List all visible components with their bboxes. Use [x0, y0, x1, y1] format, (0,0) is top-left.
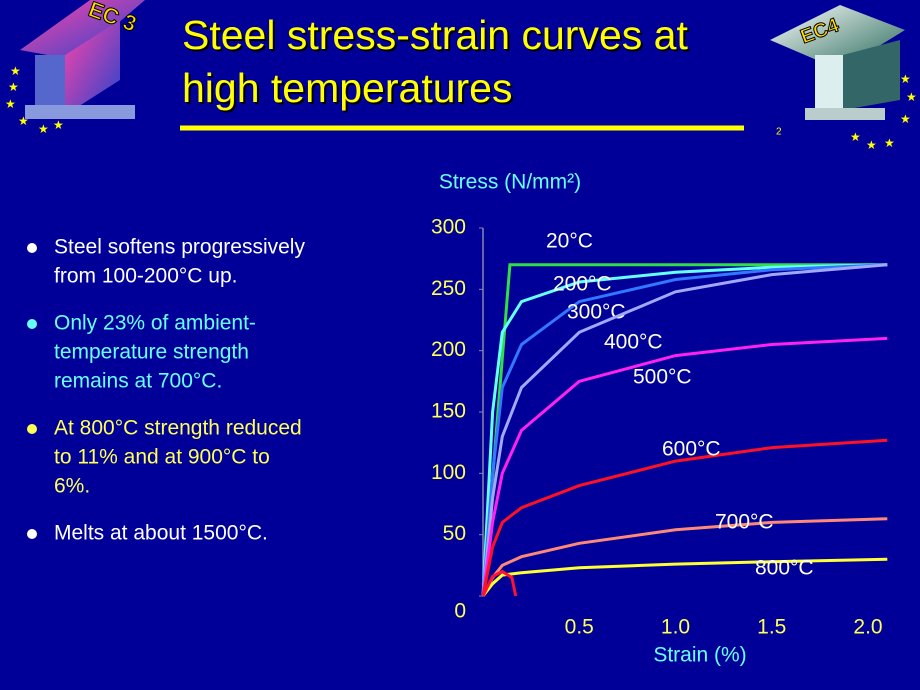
curve	[481, 263, 888, 597]
bullet-dot	[27, 529, 37, 539]
x-tick-label: 2.0	[853, 616, 882, 639]
curve	[481, 517, 888, 597]
svg-text:★: ★	[850, 130, 861, 144]
title-line: Steel stress-strain curves at	[182, 12, 688, 58]
curve	[481, 263, 888, 597]
logo-right: EC4 ★★ ★★★★ 2	[770, 5, 917, 152]
bullet-text: 6%.	[54, 475, 90, 498]
bullet-text: Melts at about 1500°C.	[54, 522, 268, 545]
curve-label: 400°C	[604, 331, 663, 354]
svg-text:★: ★	[5, 97, 16, 111]
bullet-text: At 800°C strength reduced	[54, 417, 302, 440]
curve-label: 800°C	[755, 557, 814, 580]
curve	[481, 263, 888, 597]
curve	[481, 336, 888, 597]
bullet-dot	[27, 319, 37, 329]
x-tick-label: 0.5	[565, 616, 594, 639]
y-axis-title: Stress (N/mm²)	[439, 171, 581, 194]
svg-text:★: ★	[38, 122, 49, 136]
y-tick-label: 50	[443, 522, 466, 545]
curve	[481, 263, 888, 597]
svg-text:★: ★	[900, 112, 911, 126]
y-tick-label: 300	[431, 216, 466, 239]
chart: Stress (N/mm²) Strain (%) 0 50 100 150 200 250 3…	[431, 171, 888, 667]
bullet-list: Steel softens progressively from 100-200°…	[27, 236, 305, 545]
curve	[481, 438, 888, 597]
y-tick-label: 150	[431, 400, 466, 423]
svg-text:★: ★	[900, 72, 911, 86]
bullet-dot	[27, 243, 37, 253]
bullet-text: to 11% and at 900°C to	[54, 446, 270, 469]
svg-text:★: ★	[10, 64, 21, 78]
bullet-text: Only 23% of ambient-	[54, 312, 256, 335]
logo-left: EC 3 ★★★ ★★★	[5, 0, 145, 136]
bullet-text: remains at 700°C.	[54, 370, 222, 393]
svg-text:★: ★	[18, 114, 29, 128]
y-tick-label: 200	[431, 338, 466, 361]
svg-text:★: ★	[906, 90, 917, 104]
svg-text:★: ★	[866, 138, 877, 152]
curve-label: 300°C	[567, 301, 626, 324]
curve-label: 500°C	[633, 366, 692, 389]
bullet-dot	[27, 424, 37, 434]
curve	[481, 569, 518, 597]
svg-text:★: ★	[884, 136, 895, 150]
bullet-text: temperature strength	[54, 341, 249, 364]
x-axis-title: Strain (%)	[653, 644, 746, 667]
curve-label: 200°C	[553, 273, 612, 296]
x-tick-label: 1.5	[757, 616, 786, 639]
curve	[481, 557, 888, 597]
curve-label: 600°C	[662, 438, 721, 461]
title-line: high temperatures	[182, 65, 512, 111]
page-number: 2	[776, 127, 782, 138]
svg-text:★: ★	[8, 80, 19, 94]
svg-text:★: ★	[53, 118, 64, 132]
y-tick-label: 100	[431, 461, 466, 484]
bullet-text: from 100-200°C up.	[54, 265, 238, 288]
x-tick-label: 1.0	[661, 616, 690, 639]
curve-label: 20°C	[546, 230, 593, 253]
y-tick-label: 250	[431, 277, 466, 300]
bullet-text: Steel softens progressively	[54, 236, 305, 259]
curve-label: 700°C	[715, 511, 774, 534]
y-tick-label: 0	[454, 600, 466, 623]
